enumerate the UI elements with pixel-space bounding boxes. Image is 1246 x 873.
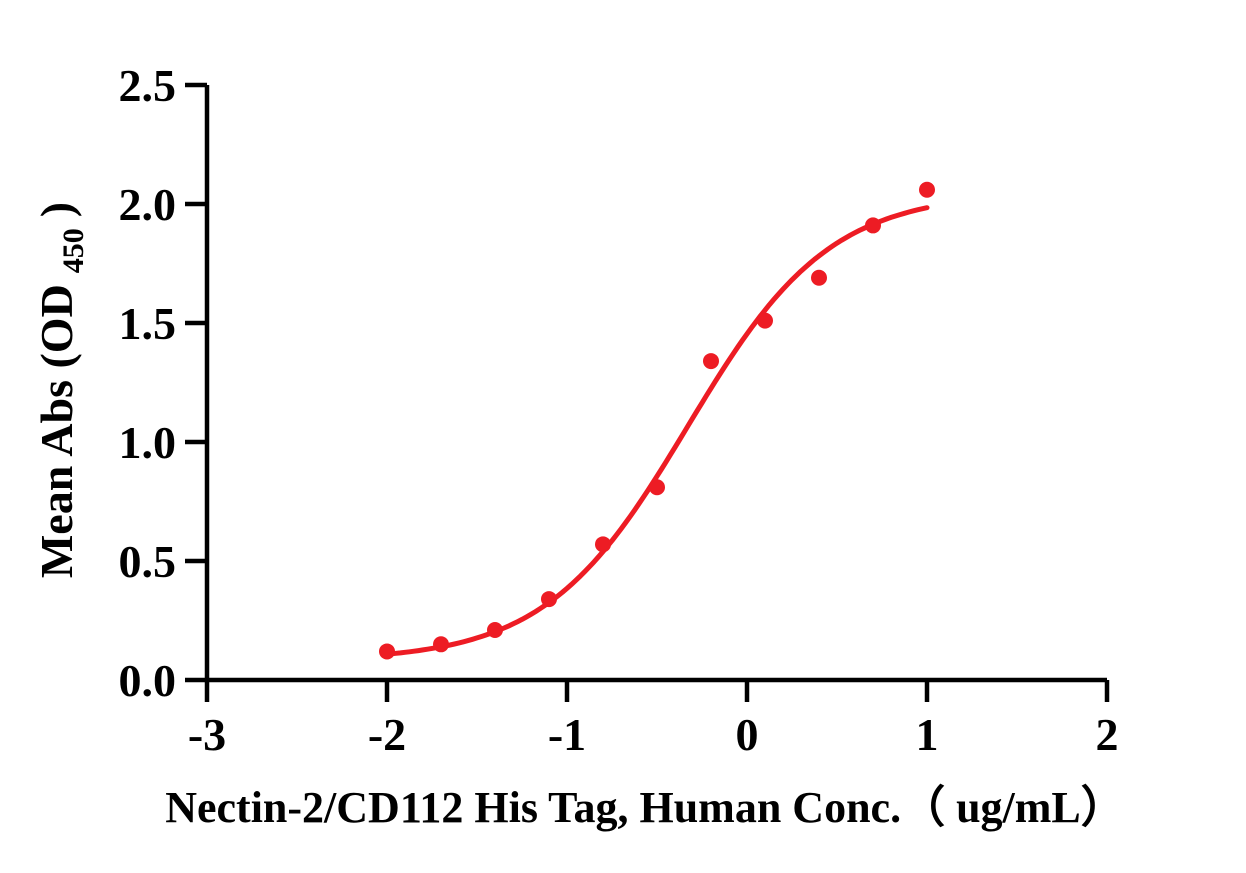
data-point — [433, 636, 449, 653]
x-tick-label-2: -1 — [548, 709, 586, 760]
data-point — [811, 269, 827, 286]
data-point — [865, 217, 881, 234]
axis-ticks — [185, 82, 1110, 702]
data-point — [541, 591, 557, 608]
data-point — [379, 643, 395, 660]
data-point — [649, 479, 665, 496]
axis-lines — [204, 85, 1107, 683]
x-tick-label-1: -2 — [368, 709, 406, 760]
axes — [204, 85, 1107, 683]
y-axis-title-subscript: 450 — [57, 228, 90, 273]
y-tick-label-2: 1.0 — [119, 417, 177, 468]
y-axis-title-main: Mean Abs (OD — [31, 284, 82, 578]
y-tick-label-5: 2.5 — [119, 60, 177, 111]
fit-curve — [384, 205, 930, 657]
tick-labels: -3 -2 -1 0 1 2 0.0 0.5 1.0 1.5 2.0 2.5 — [119, 60, 1119, 760]
y-tick-label-3: 1.5 — [119, 298, 177, 349]
x-axis-title: Nectin-2/CD112 His Tag, Human Conc.（ ug/… — [165, 783, 1125, 832]
data-point — [757, 312, 773, 329]
y-axis-title: Mean Abs (OD 450 ) — [31, 202, 93, 578]
data-points — [379, 181, 935, 660]
data-point — [595, 536, 611, 553]
data-point — [919, 181, 935, 198]
y-tick-label-0: 0.0 — [119, 655, 177, 706]
x-tick-label-0: -3 — [188, 709, 226, 760]
data-point — [487, 622, 503, 639]
y-axis-title-close: ) — [31, 202, 82, 217]
y-tick-label-4: 2.0 — [119, 179, 177, 230]
x-tick-label-5: 2 — [1096, 709, 1119, 760]
x-tick-label-3: 0 — [736, 709, 759, 760]
x-tick-label-4: 1 — [916, 709, 939, 760]
y-tick-label-1: 0.5 — [119, 536, 177, 587]
data-point — [703, 353, 719, 370]
